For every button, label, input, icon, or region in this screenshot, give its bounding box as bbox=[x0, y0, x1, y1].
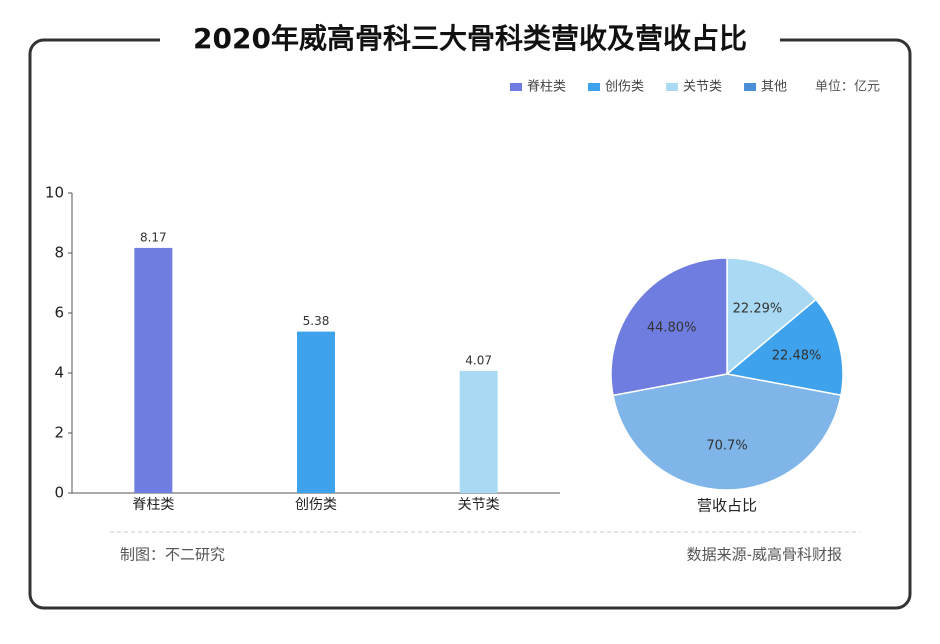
pie-slice bbox=[610, 257, 728, 397]
y-tick-label: 4 bbox=[54, 364, 64, 382]
pie-label: 70.7% bbox=[706, 438, 747, 453]
x-tick-label: 脊柱类 bbox=[132, 497, 174, 513]
legend-label: 其他 bbox=[761, 80, 787, 95]
y-tick-label: 0 bbox=[54, 484, 64, 502]
y-tick-label: 8 bbox=[54, 244, 64, 262]
pie-label: 22.29% bbox=[733, 301, 783, 316]
bar bbox=[134, 247, 173, 493]
value-label: 4.07 bbox=[465, 353, 492, 367]
pie-caption: 营收占比 bbox=[697, 497, 757, 515]
legend-swatch bbox=[666, 83, 679, 91]
pie-slice bbox=[612, 373, 842, 491]
legend-swatch bbox=[510, 83, 522, 91]
legend-label: 脊柱类 bbox=[527, 80, 566, 95]
legend-label: 关节类 bbox=[683, 80, 722, 95]
pie-label: 22.48% bbox=[772, 348, 822, 363]
footer-right: 数据来源-威高骨科财报 bbox=[687, 546, 842, 564]
y-tick-label: 10 bbox=[45, 184, 64, 202]
legend-swatch bbox=[588, 83, 601, 91]
pie-label: 44.80% bbox=[647, 321, 697, 336]
title: 2020年威高骨科三大骨科类营收及营收占比 bbox=[193, 22, 747, 55]
pie-slice bbox=[725, 298, 844, 397]
footer-left: 制图：不二研究 bbox=[120, 546, 225, 564]
x-tick-label: 创伤类 bbox=[295, 497, 337, 513]
legend-label: 创伤类 bbox=[605, 80, 644, 95]
y-tick-label: 6 bbox=[54, 304, 64, 322]
y-tick-label: 2 bbox=[54, 424, 64, 442]
bar bbox=[459, 370, 498, 493]
value-label: 5.38 bbox=[303, 314, 330, 328]
pie-slice bbox=[726, 257, 818, 376]
legend-swatch bbox=[744, 83, 757, 91]
title-bg bbox=[160, 20, 780, 60]
unit: 单位：亿元 bbox=[815, 80, 880, 95]
bar bbox=[297, 331, 335, 493]
x-tick-label: 关节类 bbox=[458, 497, 500, 513]
value-label: 8.17 bbox=[140, 230, 167, 244]
